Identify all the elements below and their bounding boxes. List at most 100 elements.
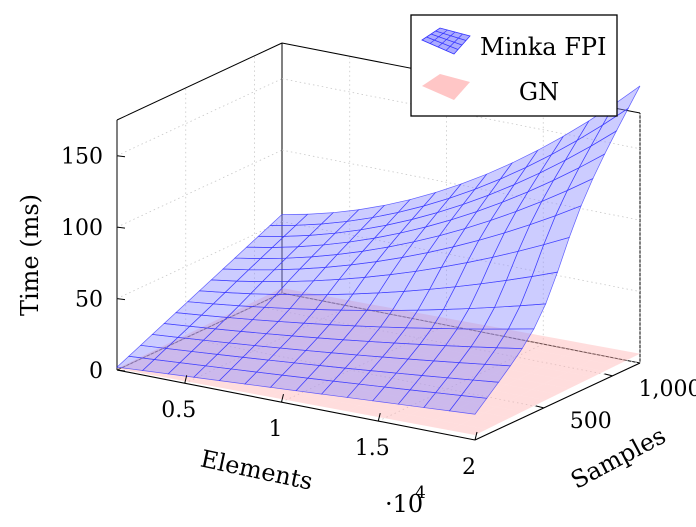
surface-cell	[346, 302, 385, 313]
surface-cell	[284, 298, 322, 309]
surface-cell	[356, 383, 395, 394]
surface-cell	[211, 316, 249, 328]
surface-cell	[205, 371, 243, 382]
surface-cell	[254, 364, 292, 375]
tick-mark	[116, 155, 126, 158]
surface-cell	[295, 292, 334, 304]
x-tick-label: 1.5	[355, 436, 390, 461]
x-axis-label: Elements	[198, 445, 315, 496]
surface-cell	[567, 366, 605, 377]
grid-line	[116, 149, 283, 228]
surface-cell	[386, 317, 424, 328]
surface-cell	[187, 328, 226, 339]
surface-cell	[166, 356, 204, 367]
surface-cell	[189, 344, 228, 356]
surface-cell	[272, 304, 310, 315]
tick-mark	[281, 394, 284, 403]
x-multiplier-base: ·10	[385, 490, 423, 518]
surface-cell	[339, 340, 377, 351]
surface-cell	[280, 369, 318, 380]
surface-cell	[390, 349, 428, 361]
tick-marks	[116, 155, 613, 441]
surface-cell	[451, 337, 489, 348]
surface-cell	[539, 345, 578, 356]
x-multiplier: ·10 4	[385, 483, 426, 518]
surface-cell	[482, 390, 521, 402]
tick-mark	[377, 412, 381, 422]
surface-cell	[374, 323, 412, 334]
surface-cell	[525, 334, 564, 346]
surface-cell	[286, 314, 324, 326]
surface-cell	[398, 414, 436, 426]
surface-cell	[413, 338, 452, 349]
surface-cell	[323, 313, 361, 325]
z-tick-label: 150	[61, 145, 103, 170]
legend-swatch-shape	[421, 27, 471, 55]
surface-cell	[362, 328, 401, 340]
surface-cell	[303, 357, 342, 369]
surface-cell	[256, 380, 294, 392]
minka-fpi-surface	[116, 85, 641, 415]
surface-cell	[258, 293, 296, 305]
surface-cell	[445, 391, 483, 403]
surface-cell	[223, 311, 261, 322]
surface-cell	[531, 383, 570, 395]
z-axis-label: Time (ms)	[16, 194, 44, 316]
surface-cell	[315, 351, 353, 363]
surface-cell	[376, 339, 414, 350]
surface-cell	[299, 325, 338, 336]
surface-cell	[529, 367, 568, 379]
surface-cell	[234, 305, 273, 316]
surface-cell	[382, 388, 420, 399]
surface-cell	[541, 361, 580, 373]
y-tick-label: 1,000	[639, 377, 696, 402]
surface-cell	[565, 350, 603, 361]
surface-cell	[579, 360, 617, 372]
surface-cell	[319, 384, 357, 395]
surface-cell	[154, 361, 192, 373]
x-tick-label: 1	[268, 417, 282, 442]
tick-mark	[116, 298, 126, 301]
surface-cell	[345, 389, 383, 400]
surface-cell	[429, 364, 467, 376]
surface-cell	[433, 397, 471, 409]
surface-cell	[514, 340, 552, 352]
legend-swatch-gn	[422, 74, 470, 100]
surface-cell	[225, 327, 263, 338]
surface-cell	[296, 396, 334, 407]
surface-cell	[406, 376, 444, 388]
surface-cell	[337, 324, 375, 335]
surface-cell	[250, 331, 288, 343]
surface-cell	[242, 370, 281, 381]
surface-cell	[321, 400, 359, 412]
surface-cell	[327, 346, 365, 357]
surface-cell	[520, 389, 558, 401]
surface-cell	[425, 332, 463, 343]
surface-cell	[427, 348, 465, 360]
surface-cell	[288, 330, 326, 342]
surface-cell	[506, 379, 544, 390]
surface-cell	[305, 373, 344, 385]
surface-cell	[518, 373, 556, 384]
surface-cell	[463, 331, 501, 342]
surface-cell	[252, 348, 290, 359]
surface-cell	[392, 366, 430, 377]
surface-cell	[465, 347, 503, 359]
surface-cell	[317, 368, 355, 379]
surface-cell	[128, 357, 167, 368]
surface-cell	[577, 344, 615, 355]
surface-cell	[260, 309, 298, 321]
surface-cell	[268, 374, 306, 386]
surface-cell	[398, 311, 436, 322]
surface-cell	[602, 349, 640, 360]
legend-label-gn: GN	[519, 78, 559, 106]
surface-cell	[140, 351, 178, 362]
surface-cell	[555, 372, 593, 383]
surface-cell	[227, 343, 265, 354]
surface-cell	[372, 410, 411, 421]
y-tick-labels: 500 1,000	[570, 377, 696, 434]
surface-cell	[474, 325, 513, 337]
surface-cell	[191, 360, 230, 372]
surface-cell	[453, 353, 491, 364]
